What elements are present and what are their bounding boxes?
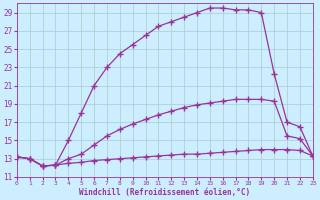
- X-axis label: Windchill (Refroidissement éolien,°C): Windchill (Refroidissement éolien,°C): [79, 188, 250, 197]
